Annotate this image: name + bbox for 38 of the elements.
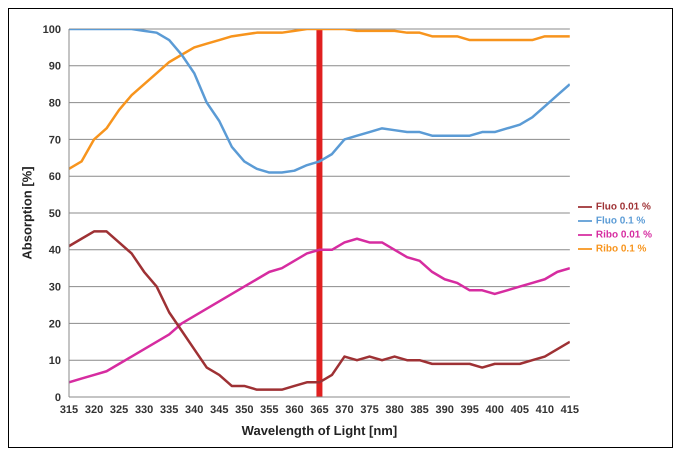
x-axis-title: Wavelength of Light [nm] — [242, 423, 398, 438]
y-tick-label: 50 — [48, 208, 61, 220]
x-tick-label: 365 — [310, 404, 329, 416]
x-tick-label: 380 — [385, 404, 404, 416]
x-tick-label: 355 — [260, 404, 279, 416]
x-tick-label: 390 — [435, 404, 454, 416]
legend-label: Fluo 0.1 % — [596, 216, 646, 227]
x-tick-label: 375 — [360, 404, 379, 416]
x-tick-label: 415 — [560, 404, 580, 416]
y-tick-label: 20 — [48, 318, 61, 330]
x-tick-label: 405 — [510, 404, 529, 416]
legend-label: Ribo 0.01 % — [596, 230, 652, 241]
x-tick-label: 315 — [60, 404, 78, 416]
y-tick-label: 60 — [48, 171, 61, 184]
x-tick-label: 340 — [185, 404, 204, 416]
x-tick-label: 345 — [210, 404, 228, 416]
y-tick-label: 40 — [48, 244, 61, 257]
x-tick-label: 350 — [235, 404, 254, 416]
x-tick-label: 410 — [536, 404, 554, 416]
legend-label: Fluo 0.01 % — [596, 202, 651, 213]
x-tick-label: 370 — [335, 404, 354, 416]
y-tick-label: 10 — [48, 355, 61, 368]
x-tick-label: 325 — [110, 404, 128, 416]
y-tick-label: 0 — [54, 392, 61, 404]
x-tick-label: 385 — [410, 404, 429, 416]
y-tick-label: 70 — [48, 134, 61, 146]
x-tick-label: 400 — [486, 404, 504, 416]
y-tick-label: 30 — [48, 282, 61, 294]
legend-label: Ribo 0.1 % — [596, 244, 646, 255]
x-tick-label: 335 — [160, 404, 178, 416]
x-tick-label: 360 — [285, 404, 304, 416]
x-tick-label: 395 — [460, 404, 479, 416]
y-axis-title: Absorption [%] — [20, 166, 35, 260]
x-tick-label: 330 — [134, 404, 154, 416]
y-tick-label: 90 — [48, 60, 61, 73]
x-tick-label: 320 — [84, 404, 104, 416]
y-tick-label: 100 — [42, 24, 61, 36]
y-tick-label: 80 — [48, 98, 61, 110]
